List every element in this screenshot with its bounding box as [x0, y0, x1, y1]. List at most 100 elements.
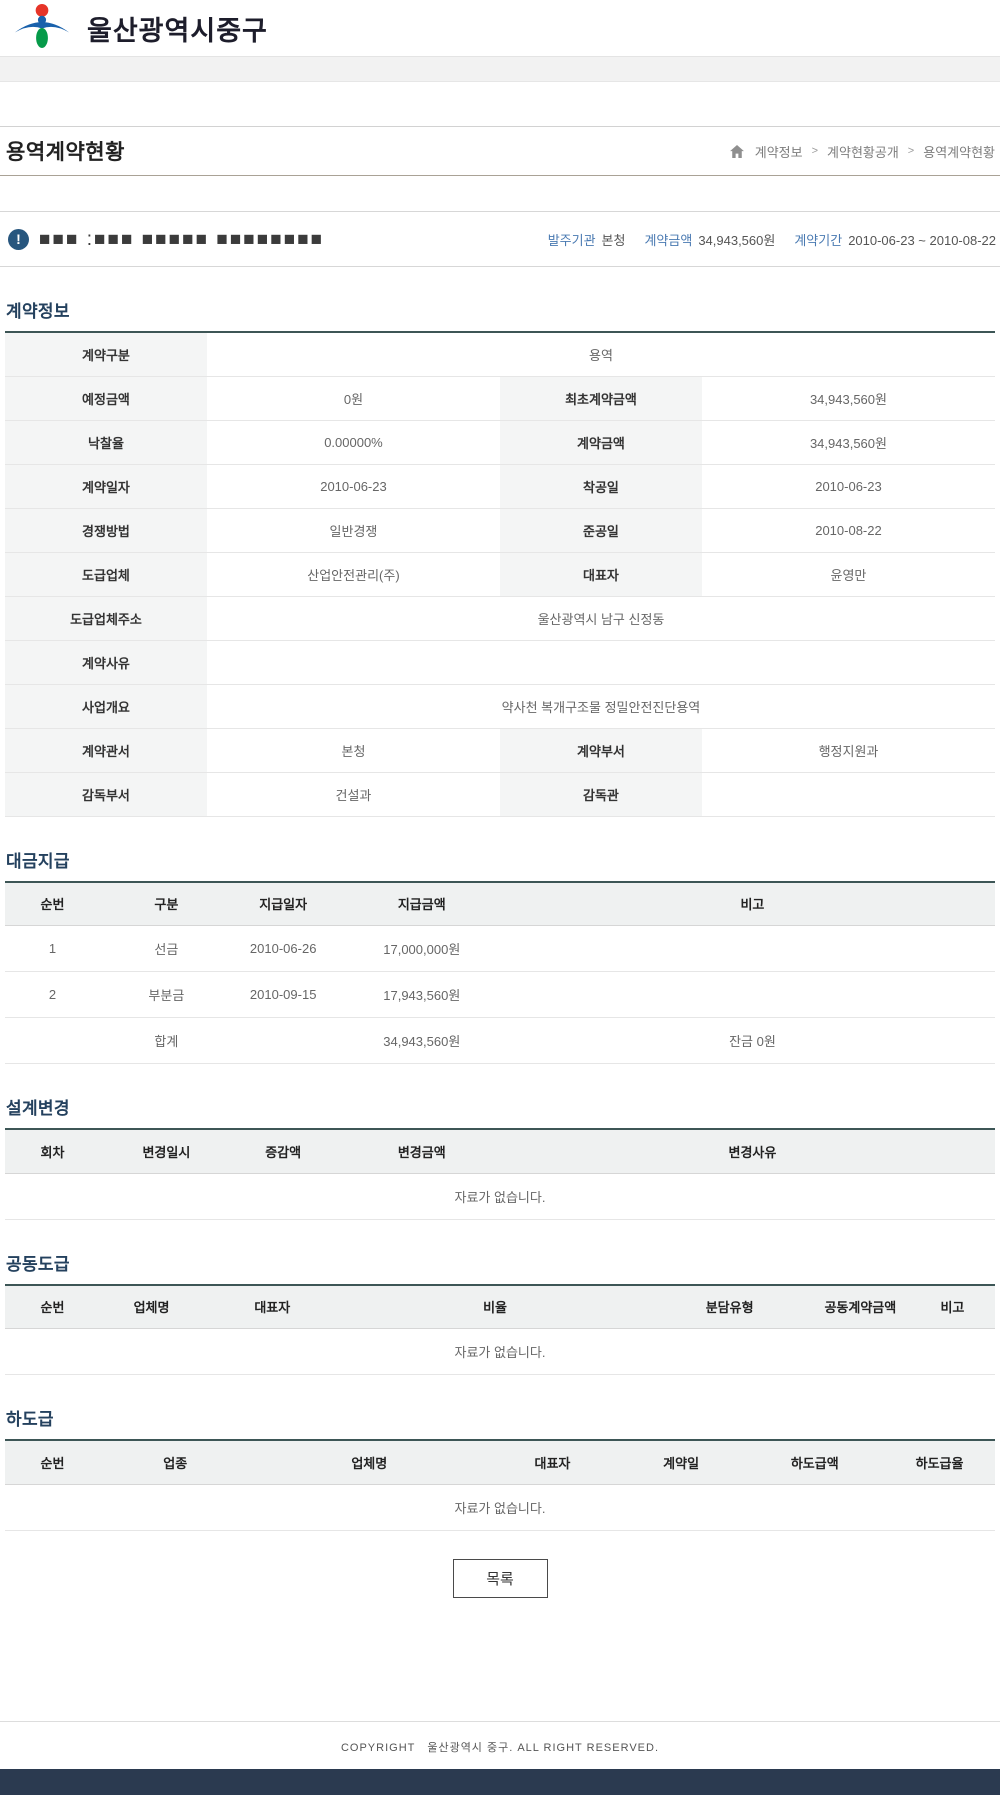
table-row: 1 선금 2010-06-26 17,000,000원 — [5, 925, 995, 972]
table-cell: 합계 — [100, 1017, 233, 1064]
column-header: 순번 — [5, 881, 101, 926]
row-label: 대표자 — [499, 552, 702, 597]
summary-label: 계약금액 — [644, 232, 693, 248]
row-label: 계약사유 — [5, 640, 207, 685]
table-cell: 2010-06-26 — [232, 925, 334, 972]
logo-mark-icon — [13, 2, 71, 54]
table-row: 예정금액 0원 최초계약금액 34,943,560원 — [5, 376, 995, 421]
row-label: 예정금액 — [5, 376, 207, 421]
breadcrumb-item[interactable]: 계약현황공개 — [827, 144, 899, 160]
breadcrumb-separator: > — [907, 145, 915, 157]
table-cell: 2 — [5, 971, 101, 1018]
table-cell: 1 — [5, 925, 101, 972]
row-value: 2010-08-22 — [701, 508, 995, 553]
breadcrumb-separator: > — [811, 145, 819, 157]
joint-contract-table: 순번 업체명 대표자 비율 분담유형 공동계약금액 비고 자료가 없습니다. — [5, 1283, 995, 1375]
table-row: 감독부서 건설과 감독관 — [5, 772, 995, 817]
table-row: 계약구분 용역 — [5, 332, 995, 377]
row-value: 34,943,560원 — [701, 376, 995, 421]
summary-value: 2010-06-23 ~ 2010-08-22 — [848, 232, 996, 248]
row-value: 윤영만 — [701, 552, 995, 597]
section-design-change: 설계변경 회차 변경일시 증감액 변경금액 변경사유 자료가 없습니다. — [0, 1094, 1000, 1220]
row-value: 0원 — [206, 376, 500, 421]
column-header: 하도급율 — [884, 1440, 995, 1485]
column-header: 비고 — [909, 1284, 995, 1329]
table-cell: 부분금 — [100, 971, 233, 1018]
summary-label: 계약기간 — [794, 232, 843, 248]
column-header: 대표자 — [202, 1284, 342, 1329]
section-payment: 대금지급 순번 구분 지급일자 지급금액 비고 1 선금 2010-06-26 … — [0, 847, 1000, 1064]
table-row: 계약일자 2010-06-23 착공일 2010-06-23 — [5, 464, 995, 509]
site-logo[interactable]: 울산광역시중구 — [13, 2, 268, 54]
empty-message: 자료가 없습니다. — [5, 1173, 995, 1220]
column-header: 업종 — [100, 1440, 251, 1485]
table-row: 계약관서 본청 계약부서 행정지원과 — [5, 728, 995, 773]
breadcrumb: 계약정보 > 계약현황공개 > 용역계약현황 — [729, 142, 995, 161]
table-header-row: 순번 업종 업체명 대표자 계약일 하도급액 하도급율 — [5, 1440, 995, 1485]
button-area: 목록 — [0, 1558, 1000, 1598]
row-value: 0.00000% — [206, 420, 500, 465]
redacted-contract-title: ■■■ :■■■ ■■■■■ ■■■■■■■■ — [39, 228, 325, 250]
column-header: 분담유형 — [648, 1284, 811, 1329]
table-cell — [5, 1017, 101, 1064]
summary-meta: 발주기관 본청 계약금액 34,943,560원 계약기간 2010-06-23 ~ … — [548, 230, 996, 249]
row-value: 건설과 — [206, 772, 500, 817]
column-header: 지급일자 — [232, 881, 334, 926]
section-contract-info: 계약정보 계약구분 용역 예정금액 0원 최초계약금액 34,943,560원 … — [0, 297, 1000, 817]
summary-title-group: ! ■■■ :■■■ ■■■■■ ■■■■■■■■ — [8, 228, 325, 250]
table-cell: 2010-09-15 — [232, 971, 334, 1018]
row-value: 행정지원과 — [701, 728, 995, 773]
table-cell — [509, 925, 995, 972]
section-title-subcontract: 하도급 — [6, 1410, 54, 1429]
table-row: 낙찰율 0.00000% 계약금액 34,943,560원 — [5, 420, 995, 465]
summary-item: 발주기관 본청 — [548, 230, 626, 249]
summary-item: 계약금액 34,943,560원 — [644, 230, 775, 249]
row-label: 계약관서 — [5, 728, 207, 773]
row-label: 최초계약금액 — [499, 376, 702, 421]
section-title-joint-contract: 공동도급 — [6, 1254, 70, 1274]
table-row: 자료가 없습니다. — [5, 1484, 995, 1531]
row-value: 본청 — [206, 728, 500, 773]
row-label: 준공일 — [499, 508, 702, 553]
table-header-row: 순번 업체명 대표자 비율 분담유형 공동계약금액 비고 — [5, 1284, 995, 1329]
table-row: 자료가 없습니다. — [5, 1328, 995, 1375]
row-label: 낙찰율 — [5, 420, 207, 465]
section-title-payment: 대금지급 — [6, 851, 70, 871]
summary-value: 본청 — [601, 232, 626, 248]
table-row: 사업개요 약사천 복개구조물 정밀안전진단용역 — [5, 684, 995, 729]
column-header: 구분 — [100, 881, 233, 926]
breadcrumb-item[interactable]: 용역계약현황 — [923, 144, 995, 160]
payment-table: 순번 구분 지급일자 지급금액 비고 1 선금 2010-06-26 17,00… — [5, 880, 995, 1064]
table-cell: 선금 — [100, 925, 233, 972]
design-change-table: 회차 변경일시 증감액 변경금액 변경사유 자료가 없습니다. — [5, 1128, 995, 1220]
site-footer: COPYRIGHT 울산광역시 중구. ALL RIGHT RESERVED. — [0, 1721, 1000, 1795]
row-label: 감독관 — [499, 772, 702, 817]
column-header: 순번 — [5, 1284, 101, 1329]
table-cell: 잔금 0원 — [509, 1017, 995, 1064]
table-cell — [509, 971, 995, 1018]
row-label: 사업개요 — [5, 684, 207, 729]
site-header: 울산광역시중구 — [0, 0, 1000, 57]
subcontract-table: 순번 업종 업체명 대표자 계약일 하도급액 하도급율 자료가 없습니다. — [5, 1439, 995, 1531]
row-value: 일반경쟁 — [206, 508, 500, 553]
breadcrumb-item[interactable]: 계약정보 — [754, 144, 803, 160]
row-value: 울산광역시 남구 신정동 — [206, 596, 995, 641]
contract-info-table: 계약구분 용역 예정금액 0원 최초계약금액 34,943,560원 낙찰율 0… — [5, 331, 995, 817]
row-value: 2010-06-23 — [701, 464, 995, 509]
row-label: 경쟁방법 — [5, 508, 207, 553]
table-row: 계약사유 — [5, 640, 995, 685]
table-row: 도급업체주소 울산광역시 남구 신정동 — [5, 596, 995, 641]
row-label: 착공일 — [499, 464, 702, 509]
row-value: 용역 — [206, 332, 995, 377]
row-value — [701, 772, 995, 817]
table-cell: 17,943,560원 — [333, 971, 510, 1018]
row-label: 계약부서 — [499, 728, 702, 773]
home-icon[interactable] — [729, 144, 744, 158]
table-cell: 17,000,000원 — [333, 925, 510, 972]
row-label: 도급업체주소 — [5, 596, 207, 641]
nav-band — [0, 57, 1000, 82]
column-header: 업체명 — [250, 1440, 489, 1485]
list-button[interactable]: 목록 — [452, 1558, 548, 1598]
empty-message: 자료가 없습니다. — [5, 1484, 995, 1531]
